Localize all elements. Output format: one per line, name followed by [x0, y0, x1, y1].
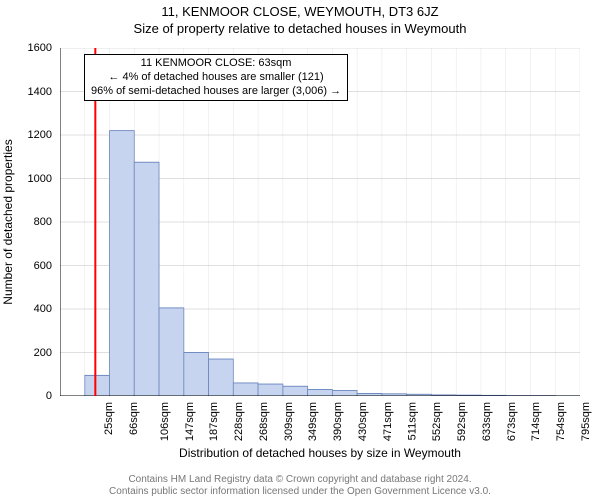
- chart-container: 11, KENMOOR CLOSE, WEYMOUTH, DT3 6JZ Siz…: [0, 0, 600, 500]
- x-tick-label: 390sqm: [332, 402, 344, 441]
- annotation-line2: ← 4% of detached houses are smaller (121…: [91, 71, 341, 85]
- y-tick-label: 1600: [28, 42, 52, 54]
- annotation-line3: 96% of semi-detached houses are larger (…: [91, 85, 341, 99]
- x-tick-label: 309sqm: [283, 402, 295, 441]
- x-tick-label: 66sqm: [128, 402, 140, 435]
- footer-line2: Contains public sector information licen…: [0, 486, 600, 498]
- x-tick-label: 754sqm: [555, 402, 567, 441]
- x-tick-label: 471sqm: [382, 402, 394, 441]
- x-tick-label: 795sqm: [580, 402, 592, 441]
- y-tick-label: 1000: [28, 173, 52, 185]
- y-tick-label: 200: [34, 347, 52, 359]
- x-tick-label: 552sqm: [431, 402, 443, 441]
- x-tick-label: 592sqm: [456, 402, 468, 441]
- y-tick-label: 800: [34, 216, 52, 228]
- chart-subtitle: Size of property relative to detached ho…: [0, 19, 600, 36]
- x-tick-label: 187sqm: [209, 402, 221, 441]
- annotation-box: 11 KENMOOR CLOSE: 63sqm ← 4% of detached…: [84, 54, 348, 101]
- x-tick-label: 228sqm: [233, 402, 245, 441]
- y-tick-label: 0: [46, 390, 52, 402]
- annotation-line1: 11 KENMOOR CLOSE: 63sqm: [91, 57, 341, 71]
- x-tick-label: 511sqm: [406, 402, 418, 440]
- x-tick-label: 25sqm: [103, 402, 115, 435]
- x-tick-label: 147sqm: [184, 402, 196, 441]
- x-tick-label: 430sqm: [357, 402, 369, 441]
- chart-title: 11, KENMOOR CLOSE, WEYMOUTH, DT3 6JZ: [0, 0, 600, 19]
- x-tick-label: 633sqm: [481, 402, 493, 441]
- y-tick-label: 600: [34, 260, 52, 272]
- footer-line1: Contains HM Land Registry data © Crown c…: [0, 474, 600, 486]
- x-tick-label: 673sqm: [506, 402, 518, 441]
- y-tick-label: 1200: [28, 129, 52, 141]
- y-ticks: 02004006008001000120014001600: [0, 48, 58, 396]
- y-tick-label: 1400: [28, 86, 52, 98]
- x-tick-label: 349sqm: [308, 402, 320, 441]
- footer: Contains HM Land Registry data © Crown c…: [0, 474, 600, 498]
- y-tick-label: 400: [34, 303, 52, 315]
- x-tick-label: 714sqm: [530, 402, 542, 441]
- x-tick-label: 268sqm: [258, 402, 270, 441]
- x-axis-label: Distribution of detached houses by size …: [60, 446, 580, 460]
- x-tick-label: 106sqm: [159, 402, 171, 441]
